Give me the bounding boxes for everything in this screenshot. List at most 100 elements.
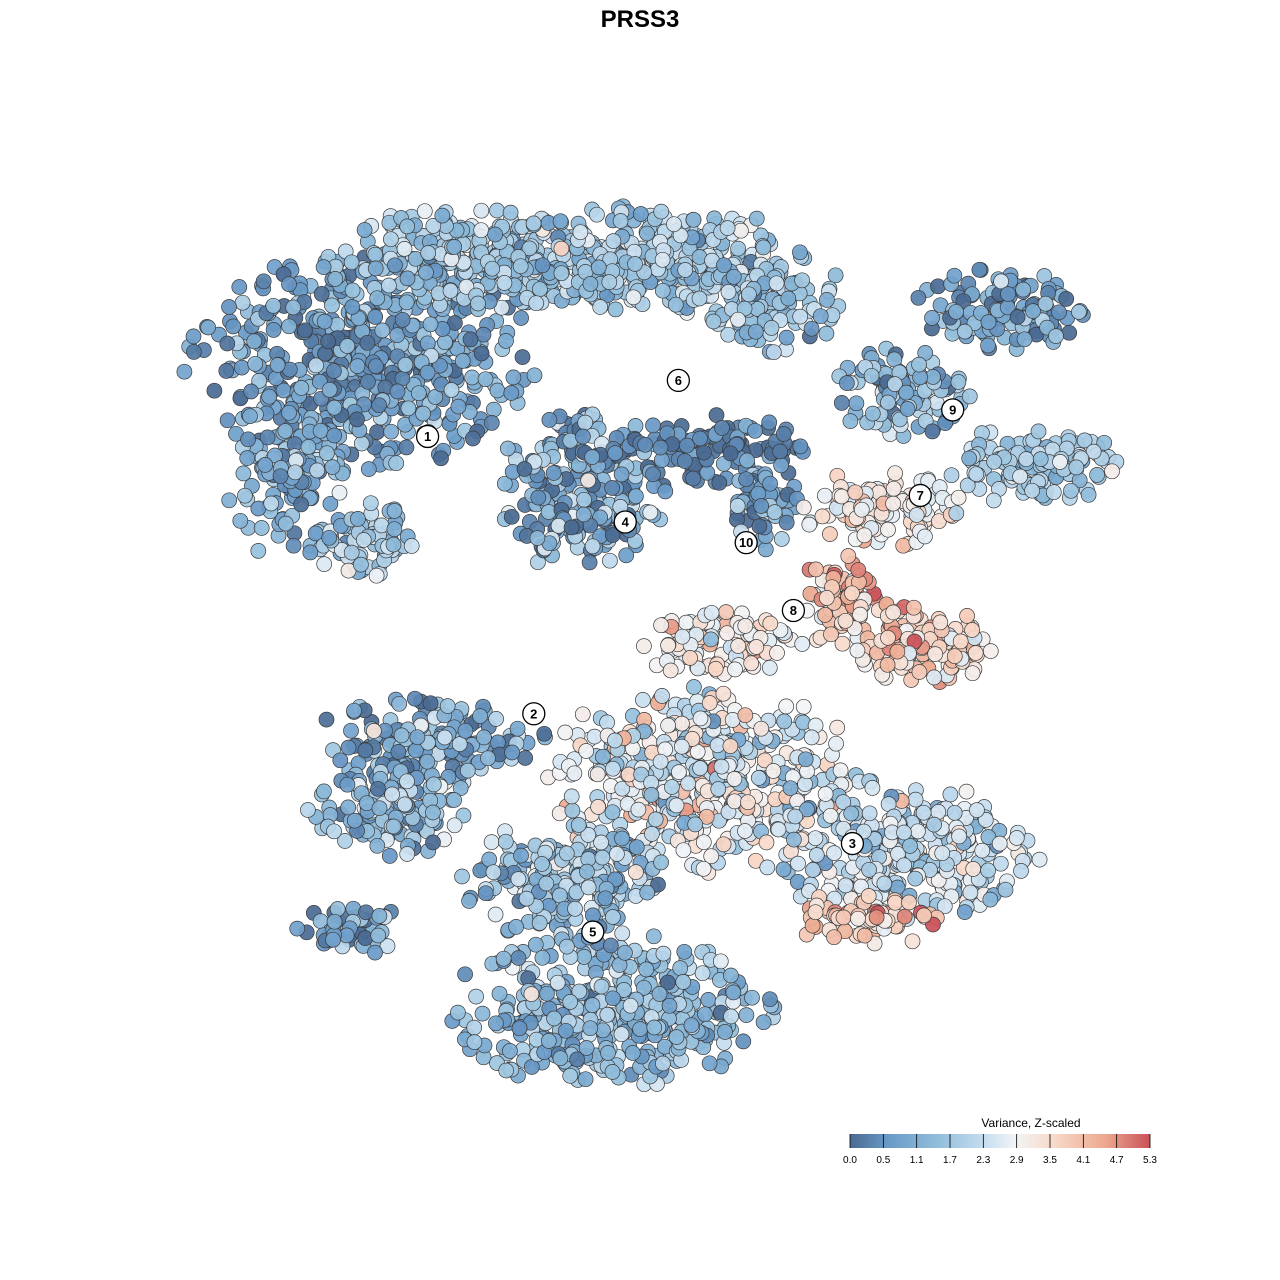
data-point	[645, 466, 661, 483]
data-point	[579, 863, 595, 880]
data-point	[367, 260, 384, 277]
data-point	[324, 297, 340, 314]
data-point	[959, 477, 976, 494]
legend-tick-label: 4.7	[1110, 1155, 1124, 1166]
data-point	[369, 290, 386, 307]
data-point	[751, 518, 768, 535]
data-point	[366, 723, 382, 739]
data-point	[696, 444, 712, 461]
data-point	[589, 206, 605, 223]
data-point	[643, 787, 660, 803]
legend-tick-label: 1.7	[943, 1155, 957, 1166]
data-point	[905, 599, 922, 616]
data-point	[418, 264, 434, 281]
data-point	[225, 318, 242, 335]
data-point	[446, 239, 463, 255]
cluster-label-1: 1	[415, 424, 440, 449]
data-point	[339, 338, 356, 354]
data-point	[657, 483, 674, 500]
data-point	[876, 875, 893, 892]
data-point	[549, 974, 566, 991]
data-point	[250, 543, 267, 559]
data-point	[1051, 304, 1067, 321]
data-point	[599, 1006, 616, 1023]
data-point	[483, 415, 500, 431]
data-point	[206, 382, 223, 399]
data-point	[513, 310, 529, 326]
data-point	[570, 817, 587, 833]
data-point	[396, 241, 413, 257]
data-point	[632, 1021, 648, 1037]
data-point	[924, 310, 940, 326]
data-point	[1063, 482, 1079, 499]
cluster-label-5: 5	[581, 920, 605, 944]
data-point	[390, 744, 407, 760]
data-point	[521, 240, 538, 257]
data-point	[778, 514, 795, 531]
data-point	[403, 538, 420, 554]
data-point	[605, 760, 621, 777]
data-point	[719, 625, 735, 642]
data-point	[817, 487, 833, 504]
data-point	[720, 284, 737, 300]
data-point	[685, 470, 701, 487]
data-point	[601, 274, 618, 290]
data-point	[419, 753, 436, 770]
data-point	[652, 439, 669, 456]
data-point	[744, 989, 760, 1006]
data-point	[353, 435, 370, 452]
data-point	[425, 218, 442, 234]
data-point	[572, 224, 589, 241]
legend-tick-label: 3.5	[1043, 1155, 1057, 1166]
data-point	[243, 383, 259, 400]
data-point	[725, 984, 742, 1001]
data-point	[682, 650, 698, 666]
data-point	[331, 484, 348, 501]
data-point	[959, 608, 975, 624]
data-point	[803, 320, 820, 337]
data-point	[551, 887, 568, 904]
data-point	[644, 826, 660, 842]
data-point	[371, 800, 388, 817]
data-point	[465, 430, 481, 447]
data-point	[895, 537, 912, 554]
chart-title: PRSS3	[601, 6, 680, 33]
data-point	[605, 909, 621, 925]
data-point	[534, 257, 551, 274]
data-point	[668, 797, 685, 814]
data-point	[450, 398, 467, 415]
data-point	[407, 690, 423, 707]
data-point	[758, 834, 775, 851]
data-point	[578, 743, 595, 759]
data-point	[765, 763, 782, 779]
data-point	[437, 334, 453, 351]
data-point	[1032, 451, 1049, 467]
data-point	[889, 643, 906, 660]
legend-tick-label: 1.1	[910, 1155, 924, 1166]
data-point	[674, 628, 691, 645]
data-point	[786, 831, 802, 848]
data-point	[795, 499, 812, 516]
data-point	[419, 364, 436, 381]
data-point	[739, 452, 755, 469]
data-point	[747, 422, 763, 439]
data-point	[726, 771, 743, 787]
data-point	[513, 847, 529, 864]
data-point	[319, 445, 335, 462]
data-point	[477, 885, 494, 902]
data-point	[769, 645, 785, 661]
data-point	[265, 297, 282, 314]
data-point	[394, 311, 411, 328]
data-point	[607, 732, 623, 749]
data-point	[948, 303, 964, 320]
data-point	[562, 1067, 579, 1084]
data-point	[425, 834, 441, 851]
data-point	[864, 780, 881, 796]
data-point	[624, 1045, 641, 1061]
data-point	[235, 465, 252, 482]
data-point	[580, 879, 597, 896]
data-point	[324, 459, 341, 475]
data-point	[946, 267, 963, 284]
data-point	[487, 906, 504, 923]
data-point	[775, 426, 792, 442]
